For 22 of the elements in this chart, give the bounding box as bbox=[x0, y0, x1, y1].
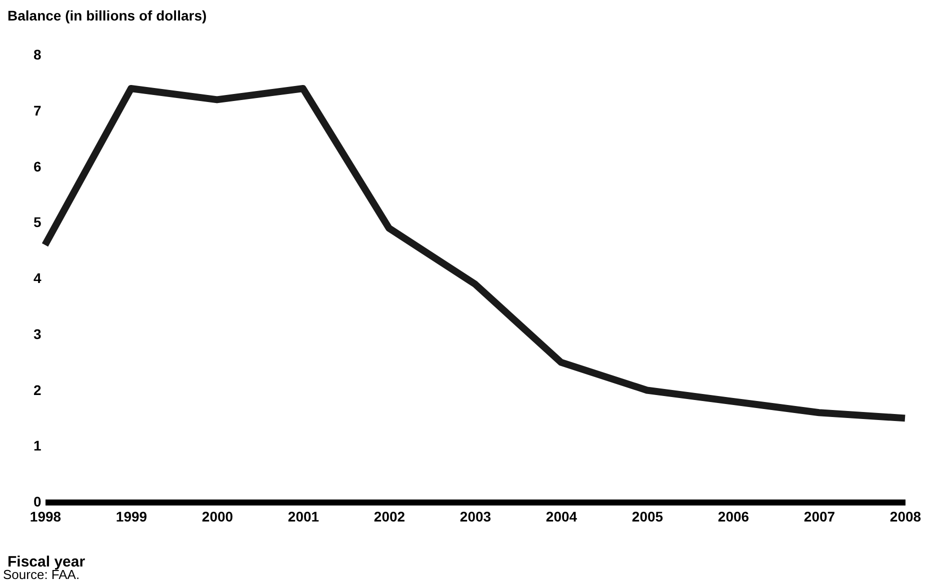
x-tick-label: 1999 bbox=[116, 508, 148, 524]
y-tick-label: 1 bbox=[34, 438, 42, 454]
y-tick-label: 5 bbox=[34, 214, 42, 230]
x-tick-label: 2002 bbox=[374, 508, 406, 524]
x-axis-title: Fiscal year bbox=[8, 554, 86, 570]
y-tick-label: 3 bbox=[34, 326, 42, 342]
x-tick-label: 2001 bbox=[288, 508, 320, 524]
x-tick-label: 2003 bbox=[460, 508, 492, 524]
y-tick-label: 2 bbox=[34, 382, 42, 398]
y-tick-label: 7 bbox=[34, 102, 42, 118]
y-tick-label: 8 bbox=[34, 46, 42, 62]
x-tick-label: 2007 bbox=[804, 508, 836, 524]
x-tick-label: 1998 bbox=[30, 508, 62, 524]
x-tick-label: 2008 bbox=[890, 508, 922, 524]
x-tick-label: 2000 bbox=[202, 508, 234, 524]
y-tick-label: 4 bbox=[34, 270, 42, 286]
x-tick-label: 2006 bbox=[718, 508, 750, 524]
x-tick-label: 2004 bbox=[546, 508, 578, 524]
x-tick-label: 2005 bbox=[632, 508, 664, 524]
y-tick-label: 6 bbox=[34, 158, 42, 174]
y-axis-title: Balance (in billions of dollars) bbox=[8, 8, 207, 24]
y-tick-label: 0 bbox=[34, 494, 42, 510]
